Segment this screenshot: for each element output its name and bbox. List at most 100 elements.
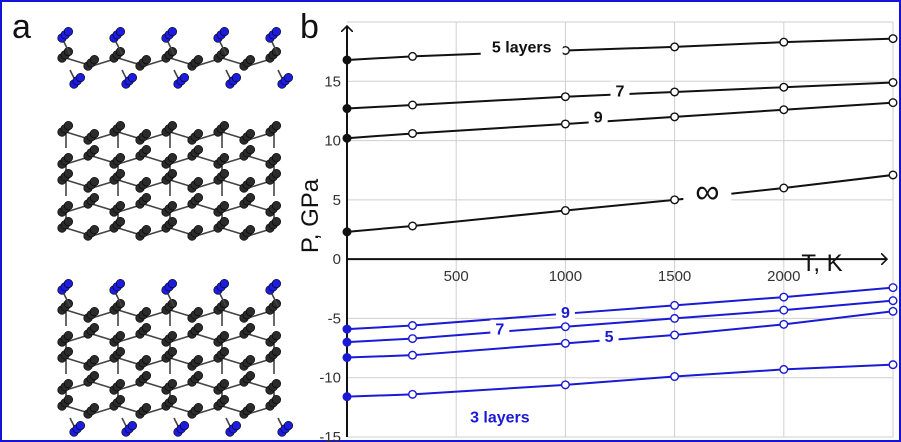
data-point (342, 55, 352, 65)
series-line (346, 286, 894, 331)
data-point (670, 112, 680, 122)
atom (115, 331, 125, 341)
x-axis-title: T, K (801, 250, 842, 277)
atom (115, 201, 125, 211)
atom (231, 72, 241, 83)
diamane-slab-icon (57, 279, 294, 437)
atom (193, 371, 203, 381)
atom (219, 217, 229, 227)
atom (115, 120, 125, 131)
series-5 (342, 296, 898, 347)
atom (89, 307, 99, 317)
atom (63, 395, 73, 405)
bond (167, 41, 175, 55)
atom (219, 379, 229, 389)
series-line (346, 299, 894, 344)
atom (89, 129, 99, 139)
data-point (888, 34, 898, 44)
label-backdrop (458, 407, 541, 426)
data-point (670, 42, 680, 52)
atom (231, 421, 241, 431)
atom (89, 371, 99, 381)
atom (167, 279, 177, 289)
data-point (779, 105, 789, 115)
atom (245, 193, 255, 203)
atom (89, 403, 99, 413)
x-tick-label: 1000 (549, 268, 582, 285)
atom (141, 371, 151, 381)
label-backdrop (599, 326, 619, 345)
atom (271, 379, 282, 389)
atom (245, 355, 255, 365)
data-point (342, 324, 352, 334)
data-point (670, 195, 680, 205)
atom (167, 217, 177, 227)
bond (219, 293, 227, 307)
y-tick-label: 0 (333, 251, 341, 268)
panel-label-a: a (12, 8, 31, 46)
bond (219, 41, 227, 55)
atom (63, 279, 73, 289)
atom (63, 153, 73, 163)
x-tick-label: 2000 (767, 268, 800, 285)
atom (141, 177, 151, 187)
bond (271, 293, 279, 307)
atom (167, 331, 177, 341)
atom (141, 307, 151, 317)
series-label: ∞ (695, 173, 719, 211)
bond (167, 293, 175, 307)
atom (193, 225, 203, 235)
series-6 (342, 306, 898, 363)
atom (89, 193, 99, 203)
atom (179, 421, 189, 431)
atom (219, 279, 229, 289)
atom (245, 129, 255, 139)
atom (271, 201, 282, 211)
data-point (408, 221, 418, 231)
atom (271, 279, 282, 289)
data-point (779, 183, 789, 193)
atom (245, 307, 255, 317)
atom (167, 347, 177, 357)
atom (179, 72, 189, 83)
atom (89, 323, 99, 333)
data-point (670, 313, 680, 323)
atom (193, 323, 203, 333)
data-point (342, 133, 352, 143)
data-point (560, 322, 570, 332)
atom (141, 193, 151, 203)
atom (141, 54, 151, 65)
atom (219, 153, 229, 163)
diamond-bulk-icon (57, 120, 282, 241)
data-point (888, 360, 898, 370)
y-tick-label: 15 (324, 73, 341, 90)
data-point (888, 170, 898, 180)
atom (167, 169, 177, 179)
series-label: 7 (616, 83, 625, 100)
atom (141, 323, 151, 333)
data-point (670, 330, 680, 340)
atom (245, 371, 255, 381)
atom (245, 225, 255, 235)
atom (193, 177, 203, 187)
data-point (779, 319, 789, 329)
atom (89, 355, 99, 365)
label-backdrop (588, 107, 608, 126)
tick-labels: 500 1000 1500 2000 -15 -10 -5 0 5 10 15 (319, 73, 800, 442)
series-0 (342, 34, 898, 65)
data-point (779, 37, 789, 47)
atom (245, 54, 255, 65)
atom (167, 379, 177, 389)
x-tick-label: 500 (444, 268, 469, 285)
atom (219, 26, 229, 37)
series-line (346, 310, 894, 359)
series-label: 9 (594, 109, 603, 126)
atom (193, 145, 203, 155)
atom (115, 279, 125, 289)
atom (271, 395, 282, 405)
atom (219, 395, 229, 405)
atom (63, 347, 73, 357)
data-point (888, 98, 898, 108)
